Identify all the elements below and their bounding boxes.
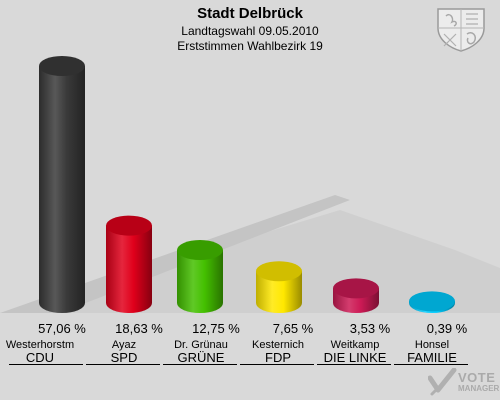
- chart-subtitle-district: Erststimmen Wahlbezirk 19: [177, 39, 323, 53]
- party-underline-fdp: [240, 364, 314, 365]
- candidate-label-gruene: Dr. Grünau: [174, 339, 228, 351]
- chart-subtitle-election: Landtagswahl 09.05.2010: [181, 24, 319, 38]
- candidate-label-spd: Ayaz: [111, 339, 137, 351]
- party-label-linke: DIE LINKE: [323, 350, 387, 365]
- bar-top-linke: [333, 278, 379, 299]
- party-label-familie: FAMILIE: [407, 350, 457, 365]
- value-label-linke: 3,53 %: [349, 321, 391, 336]
- candidate-label-familie: Honsel: [414, 339, 450, 351]
- bar-familie: [409, 291, 455, 313]
- value-label-cdu: 57,06 %: [38, 321, 86, 336]
- candidate-label-linke: Weitkamp: [330, 339, 380, 351]
- bar-top-spd: [106, 215, 152, 236]
- logo-text-vote: VOTE: [458, 370, 496, 385]
- party-label-fdp: FDP: [265, 350, 291, 365]
- candidate-label-cdu: Westerhorstm: [5, 339, 75, 351]
- value-label-fdp: 7,65 %: [272, 321, 314, 336]
- party-label-cdu: CDU: [25, 350, 55, 365]
- bar-linke: [333, 278, 379, 313]
- bar-body-spd: [106, 225, 152, 313]
- bar-top-fdp: [256, 261, 302, 282]
- bar-top-gruene: [177, 240, 223, 261]
- party-label-gruene: GRÜNE: [177, 350, 225, 365]
- logo-text-manager: MANAGER: [458, 384, 500, 393]
- coat-of-arms-icon: [437, 8, 485, 52]
- value-label-familie: 0,39 %: [426, 321, 468, 336]
- chart-title: Stadt Delbrück: [197, 5, 303, 22]
- bar-body-cdu: [39, 66, 85, 313]
- bar-fdp: [256, 261, 302, 313]
- value-label-spd: 18,63 %: [115, 321, 163, 336]
- bar-body-fdp: [256, 271, 302, 313]
- chart-shadow: [0, 195, 350, 313]
- party-label-spd: SPD: [110, 350, 138, 365]
- value-label-gruene: 12,75 %: [192, 321, 240, 336]
- party-underline-gruene: [163, 364, 237, 365]
- party-underline-cdu: [9, 364, 83, 365]
- bar-body-gruene: [177, 250, 223, 313]
- bar-top-familie: [409, 291, 455, 312]
- bar-cdu: [39, 56, 85, 313]
- bar-top-cdu: [39, 56, 85, 76]
- party-underline-linke: [317, 364, 391, 365]
- bar-spd: [106, 215, 152, 313]
- candidate-label-fdp: Kesternich: [252, 339, 304, 351]
- bar-gruene: [177, 240, 223, 313]
- party-underline-spd: [86, 364, 160, 365]
- vote-manager-logo-icon: [428, 368, 457, 396]
- party-underline-familie: [394, 364, 468, 365]
